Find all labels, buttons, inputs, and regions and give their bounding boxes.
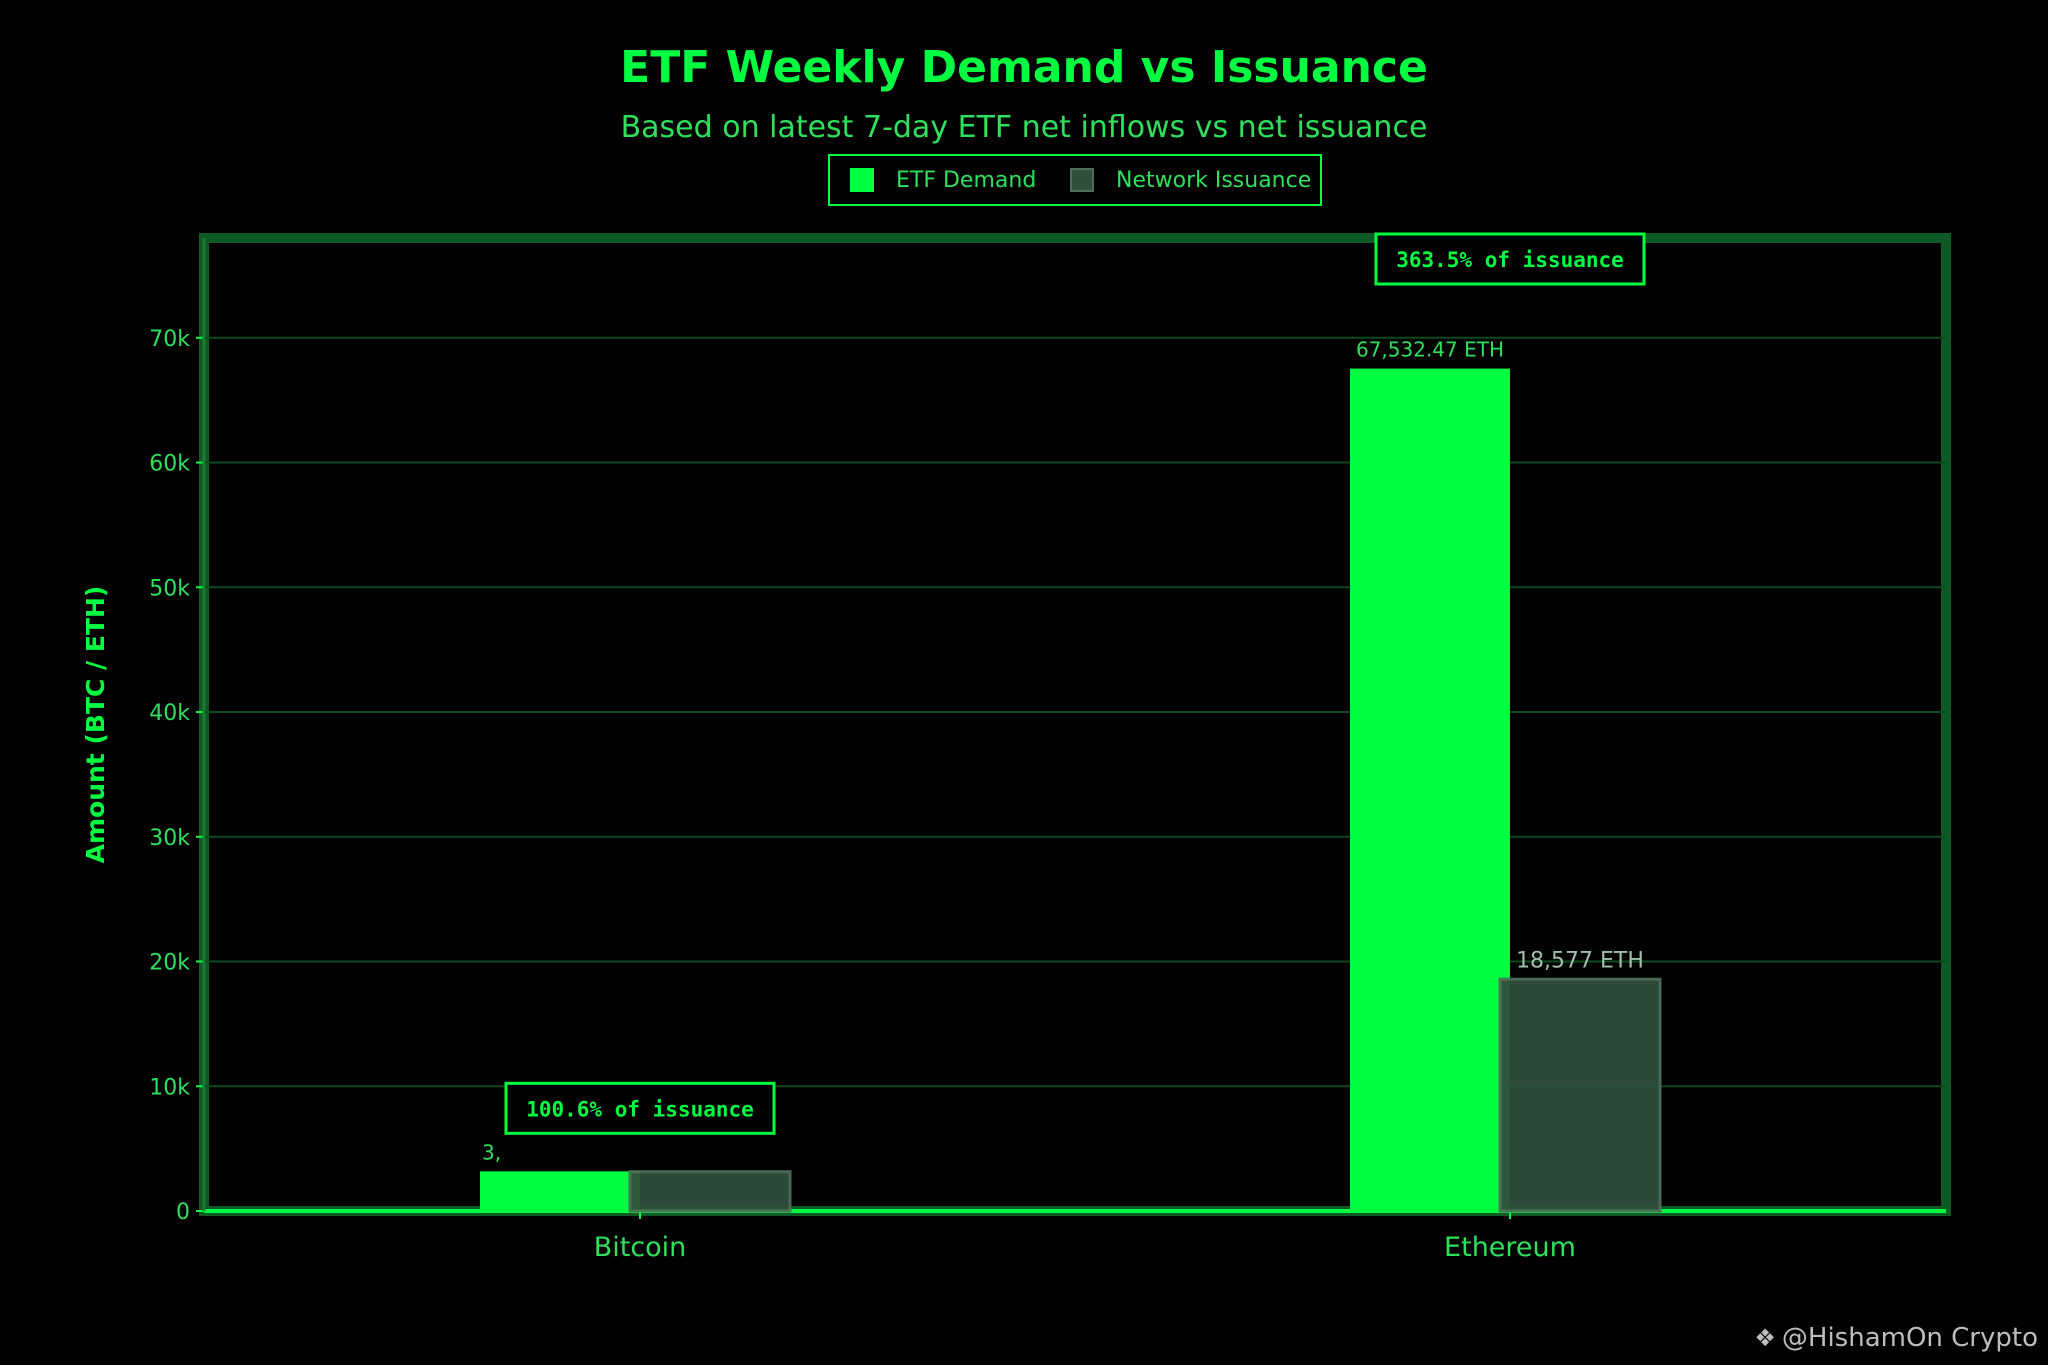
y-tick-label: 70k	[149, 327, 190, 352]
y-tick-label: 50k	[149, 576, 190, 601]
legend-item-network-issuance: Network Issuance	[1070, 156, 1311, 204]
plot-frame	[199, 233, 1951, 1216]
annotation-box	[504, 1081, 776, 1135]
data-label-etf-demand-bitcoin: 3,	[482, 1140, 501, 1164]
x-tick-label-ethereum: Ethereum	[1444, 1232, 1576, 1263]
y-tick-label: 10k	[149, 1075, 190, 1100]
legend-item-etf-demand: ETF Demand	[850, 156, 1036, 204]
legend-swatch-network-issuance	[1070, 168, 1094, 192]
annotation-ethereum: 363.5% of issuance	[1374, 232, 1646, 286]
watermark: ❖ @HishamOn Crypto	[1754, 1323, 2038, 1353]
watermark-text: @HishamOn Crypto	[1781, 1323, 2038, 1353]
y-tick-label: 20k	[149, 951, 190, 976]
annotation-text: 363.5% of issuance	[1396, 248, 1624, 272]
network-issuance-bar-ethereum	[1498, 977, 1662, 1213]
annotation-box	[1374, 232, 1646, 286]
chart-title: ETF Weekly Demand vs Issuance	[620, 42, 1428, 93]
network-issuance-bar-bitcoin	[628, 1170, 792, 1213]
legend-label-network-issuance: Network Issuance	[1116, 167, 1312, 193]
y-axis-label: Amount (BTC / ETH)	[81, 586, 110, 864]
etf-demand-bar-bitcoin	[480, 1171, 640, 1211]
binance-square-icon: ❖	[1754, 1324, 1776, 1352]
data-label-network-issuance-ethereum: 18,577 ETH	[1516, 948, 1644, 973]
annotation-bitcoin: 100.6% of issuance	[504, 1081, 776, 1135]
x-tick-label-bitcoin: Bitcoin	[594, 1232, 687, 1263]
legend-swatch-etf-demand	[850, 168, 874, 192]
y-tick-label: 30k	[149, 826, 190, 851]
legend: ETF Demand Network Issuance	[828, 154, 1322, 206]
y-tick-label: 0	[176, 1200, 190, 1225]
legend-label-etf-demand: ETF Demand	[896, 167, 1037, 193]
y-tick-label: 60k	[149, 452, 190, 477]
etf-demand-bar-ethereum	[1350, 368, 1510, 1212]
data-label-etf-demand-ethereum: 67,532.47 ETH	[1356, 338, 1504, 362]
chart-subtitle: Based on latest 7-day ETF net inflows vs…	[620, 110, 1428, 145]
annotation-text: 100.6% of issuance	[526, 1097, 754, 1121]
y-tick-label: 40k	[149, 701, 190, 726]
